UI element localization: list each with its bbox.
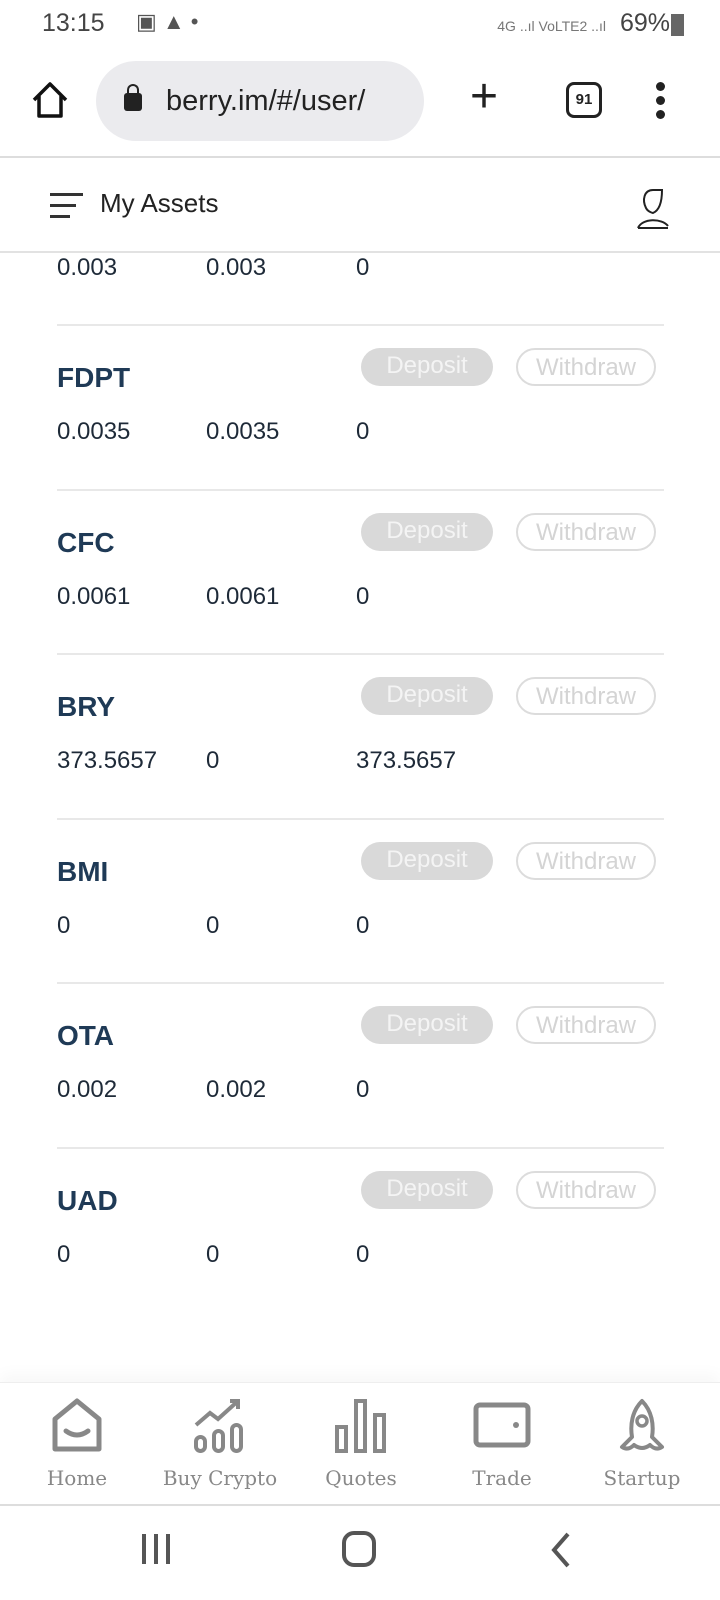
network-indicator: 4G ..ıl VoLTE2 ..ıl xyxy=(497,18,606,34)
asset-frozen: 373.5657 xyxy=(356,747,457,774)
nav-label: Home xyxy=(46,1466,108,1490)
back-icon[interactable] xyxy=(550,1532,572,1568)
asset-frozen: 0 xyxy=(356,911,370,939)
deposit-button[interactable]: Deposit xyxy=(361,841,493,880)
withdraw-button[interactable]: Withdraw xyxy=(516,677,656,715)
nav-label: Buy Crypto xyxy=(162,1466,278,1490)
chart-up-icon xyxy=(194,1399,243,1453)
lock-icon xyxy=(124,84,142,111)
asset-available: 0.003 xyxy=(206,254,267,281)
deposit-button[interactable]: Deposit xyxy=(361,512,493,551)
deposit-button[interactable]: Deposit xyxy=(361,1006,493,1044)
asset-available: 0 xyxy=(206,747,220,774)
deposit-button[interactable]: Deposit xyxy=(361,677,493,715)
nav-home[interactable]: Home xyxy=(12,1397,142,1490)
asset-name: BRY xyxy=(57,691,116,722)
asset-row: BRY Deposit Withdraw 373.5657 0 373.5657 xyxy=(57,653,664,817)
browser-home-icon[interactable] xyxy=(30,80,70,120)
withdraw-button[interactable]: Withdraw xyxy=(516,348,656,386)
withdraw-button[interactable]: Withdraw xyxy=(516,1170,656,1209)
asset-available: 0 xyxy=(206,911,220,939)
bar-chart-icon xyxy=(335,1399,386,1453)
browser-toolbar: berry.im/#/user/ + 91 xyxy=(0,48,720,158)
asset-name: OTA xyxy=(57,1020,115,1051)
asset-frozen: 0 xyxy=(356,254,370,281)
nav-label: Trade xyxy=(472,1466,532,1490)
tab-count-button[interactable]: 91 xyxy=(566,82,602,118)
asset-row: BMI Deposit Withdraw 0 0 0 xyxy=(57,817,664,982)
nav-label: Quotes xyxy=(325,1466,397,1490)
deposit-button[interactable]: Deposit xyxy=(361,1170,493,1209)
asset-row: OTA Deposit Withdraw 0.002 0.002 0 xyxy=(57,982,664,1146)
withdraw-button[interactable]: Withdraw xyxy=(516,512,656,551)
user-icon[interactable] xyxy=(636,186,670,230)
wallet-icon xyxy=(473,1402,531,1448)
status-right: 4G ..ıl VoLTE2 ..ıl 69% xyxy=(497,9,670,38)
asset-balance: 0 xyxy=(57,1240,71,1268)
battery-icon xyxy=(671,14,684,36)
asset-available: 0 xyxy=(206,1240,220,1268)
asset-name: BMI xyxy=(57,855,109,887)
menu-icon[interactable] xyxy=(50,193,83,226)
system-nav-bar xyxy=(0,1506,720,1600)
home-icon xyxy=(52,1398,102,1452)
asset-balance: 373.5657 xyxy=(57,747,158,774)
asset-name: CFC xyxy=(57,526,115,558)
nav-quotes[interactable]: Quotes xyxy=(296,1397,426,1490)
asset-frozen: 0 xyxy=(356,418,370,445)
bottom-nav: Home Buy Crypto Quotes Trade Startup xyxy=(0,1382,720,1506)
asset-frozen: 0 xyxy=(356,582,370,610)
nav-trade[interactable]: Trade xyxy=(437,1397,567,1490)
deposit-button[interactable]: Deposit xyxy=(361,348,493,386)
page-title: My Assets xyxy=(100,188,219,218)
asset-row: FDPT Deposit Withdraw 0.0035 0.0035 0 xyxy=(57,324,664,488)
asset-balance: 0.003 xyxy=(57,254,118,281)
notification-icons: ▣ ▲ • xyxy=(136,9,199,34)
nav-buy-crypto[interactable]: Buy Crypto xyxy=(155,1397,285,1490)
asset-row: UAD Deposit Withdraw 0 0 0 xyxy=(57,1146,664,1311)
asset-balance: 0.0061 xyxy=(57,582,131,610)
asset-name: UAD xyxy=(57,1184,118,1216)
asset-available: 0.0035 xyxy=(206,418,280,445)
asset-balance: 0.002 xyxy=(57,1076,118,1103)
asset-available: 0.002 xyxy=(206,1076,267,1103)
asset-available: 0.0061 xyxy=(206,582,280,610)
asset-frozen: 0 xyxy=(356,1240,370,1268)
nav-startup[interactable]: Startup xyxy=(577,1397,707,1490)
browser-menu-icon[interactable] xyxy=(656,82,666,124)
status-bar: 13:15 ▣ ▲ • 4G ..ıl VoLTE2 ..ıl 69% xyxy=(0,0,720,48)
rocket-icon xyxy=(620,1399,664,1451)
status-time: 13:15 xyxy=(42,9,105,37)
asset-balance: 0 xyxy=(57,911,71,939)
asset-name: FDPT xyxy=(57,362,131,393)
asset-frozen: 0 xyxy=(356,1076,370,1103)
url-text: berry.im/#/user/ xyxy=(166,85,366,117)
system-home-icon[interactable] xyxy=(341,1530,377,1568)
new-tab-button[interactable]: + xyxy=(470,70,499,123)
url-bar[interactable]: berry.im/#/user/ xyxy=(96,61,424,141)
nav-label: Startup xyxy=(603,1466,681,1490)
battery-percent: 69% xyxy=(619,9,670,37)
app-header: My Assets xyxy=(0,160,720,253)
asset-row: CFC Deposit Withdraw 0.0061 0.0061 0 xyxy=(57,488,664,653)
withdraw-button[interactable]: Withdraw xyxy=(516,1006,656,1044)
withdraw-button[interactable]: Withdraw xyxy=(516,841,656,880)
asset-balance: 0.0035 xyxy=(57,418,131,445)
recent-apps-icon[interactable] xyxy=(140,1532,176,1566)
